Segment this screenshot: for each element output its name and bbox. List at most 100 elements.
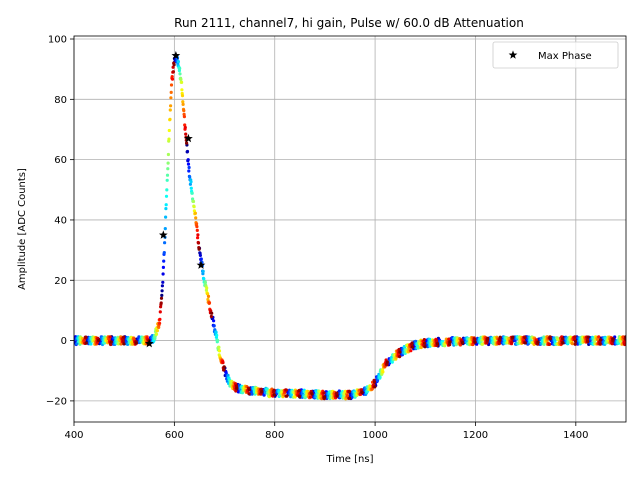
data-point bbox=[310, 392, 314, 396]
grid bbox=[73, 36, 626, 422]
data-point bbox=[250, 390, 254, 394]
data-point bbox=[187, 165, 191, 170]
data-point bbox=[348, 396, 352, 400]
data-point bbox=[154, 332, 159, 336]
data-point bbox=[183, 125, 187, 130]
data-point bbox=[378, 375, 382, 379]
data-point bbox=[159, 301, 163, 305]
data-point bbox=[573, 339, 578, 344]
data-point bbox=[193, 211, 197, 215]
data-point bbox=[172, 63, 176, 67]
data-point bbox=[165, 188, 169, 192]
max-phase-star bbox=[158, 230, 168, 239]
data-point bbox=[195, 228, 199, 232]
data-point bbox=[345, 394, 350, 398]
data-point bbox=[547, 342, 552, 346]
data-point bbox=[510, 340, 514, 344]
data-point bbox=[166, 152, 170, 157]
data-point bbox=[390, 360, 394, 364]
data-point bbox=[272, 388, 276, 392]
data-point bbox=[486, 336, 490, 340]
y-tick-label: 80 bbox=[54, 95, 67, 106]
data-point bbox=[599, 338, 603, 342]
data-point bbox=[209, 314, 213, 319]
data-point bbox=[165, 173, 170, 177]
data-point bbox=[182, 115, 186, 119]
data-point bbox=[164, 194, 169, 198]
data-point bbox=[186, 162, 191, 166]
data-point bbox=[170, 77, 175, 81]
data-point bbox=[221, 361, 225, 365]
data-point bbox=[203, 281, 207, 285]
data-point bbox=[372, 380, 377, 384]
data-point bbox=[247, 392, 251, 396]
data-point bbox=[360, 390, 364, 395]
data-point bbox=[373, 385, 377, 389]
data-point bbox=[196, 236, 200, 240]
data-point bbox=[171, 65, 175, 69]
data-point bbox=[166, 167, 170, 171]
scatter-points bbox=[74, 54, 626, 401]
data-point bbox=[548, 337, 553, 341]
data-point bbox=[186, 158, 190, 162]
data-point bbox=[185, 141, 189, 145]
data-point bbox=[180, 88, 184, 92]
data-point bbox=[448, 340, 452, 344]
data-point bbox=[169, 83, 174, 87]
data-point bbox=[511, 335, 515, 339]
y-axis: −20 0 20 40 60 80 100 bbox=[46, 35, 74, 407]
data-point bbox=[542, 335, 546, 339]
data-point bbox=[212, 324, 216, 328]
data-point bbox=[222, 368, 226, 372]
data-point bbox=[137, 335, 141, 339]
x-tick-label: 1200 bbox=[463, 430, 488, 441]
data-point bbox=[169, 90, 173, 94]
data-point bbox=[183, 123, 187, 127]
data-point bbox=[206, 294, 211, 298]
data-point bbox=[166, 161, 170, 165]
data-point bbox=[158, 310, 162, 314]
data-point bbox=[108, 335, 112, 339]
data-point bbox=[215, 333, 219, 337]
data-point bbox=[192, 205, 196, 209]
data-point bbox=[170, 75, 174, 79]
data-point bbox=[198, 253, 202, 257]
data-point bbox=[423, 345, 427, 349]
data-point bbox=[410, 345, 414, 349]
data-point bbox=[397, 347, 401, 352]
data-point bbox=[523, 341, 527, 345]
data-point bbox=[586, 340, 590, 344]
data-point bbox=[347, 389, 351, 393]
data-point bbox=[176, 60, 180, 64]
data-point bbox=[350, 395, 354, 399]
data-point bbox=[473, 340, 477, 344]
y-axis-label: Amplitude [ADC Counts] bbox=[17, 168, 28, 290]
y-tick-label: 40 bbox=[54, 215, 67, 226]
data-point bbox=[197, 247, 201, 251]
data-point bbox=[498, 338, 502, 342]
data-point bbox=[598, 342, 602, 346]
data-point bbox=[207, 301, 212, 305]
data-point bbox=[381, 370, 385, 374]
data-point bbox=[536, 340, 540, 344]
data-point bbox=[189, 186, 193, 190]
data-point bbox=[155, 329, 159, 333]
data-point bbox=[162, 251, 166, 255]
max-phase-star bbox=[184, 133, 193, 143]
data-point bbox=[335, 391, 339, 395]
data-point bbox=[178, 66, 182, 70]
data-point bbox=[163, 227, 167, 231]
data-point bbox=[180, 80, 184, 84]
data-point bbox=[164, 203, 168, 207]
data-point bbox=[573, 342, 577, 346]
x-axis: 400 600 800 1000 1200 1400 bbox=[64, 422, 589, 441]
legend-label: Max Phase bbox=[538, 51, 592, 62]
data-point bbox=[181, 100, 185, 104]
max-phase-star bbox=[196, 260, 206, 269]
data-point bbox=[195, 222, 199, 226]
data-point bbox=[343, 389, 347, 393]
data-point bbox=[134, 341, 138, 345]
chart-title: Run 2111, channel7, hi gain, Pulse w/ 60… bbox=[174, 16, 524, 30]
